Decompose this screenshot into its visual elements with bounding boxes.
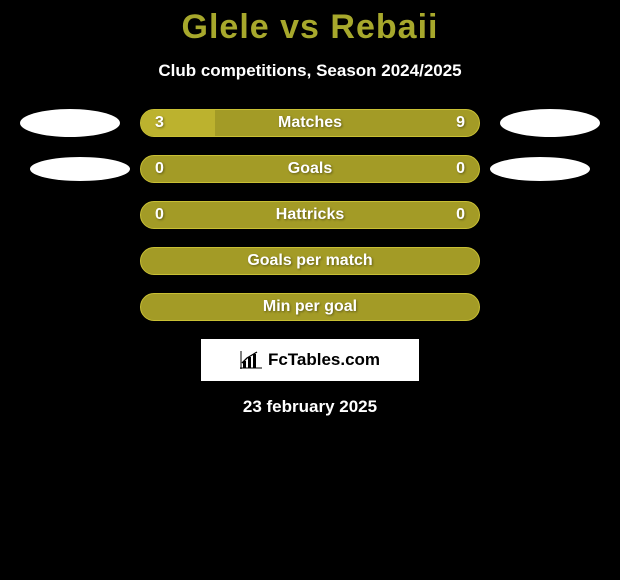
stat-value-right: 0: [456, 160, 465, 178]
stat-bar: Goals 0 0: [140, 155, 480, 183]
stat-value-right: 9: [456, 114, 465, 132]
brand-box[interactable]: FcTables.com: [201, 339, 419, 381]
stat-label: Hattricks: [276, 206, 344, 224]
stat-value-left: 0: [155, 160, 164, 178]
subtitle: Club competitions, Season 2024/2025: [0, 61, 620, 81]
stat-bar: Hattricks 0 0: [140, 201, 480, 229]
stat-bar: Goals per match: [140, 247, 480, 275]
stat-row: Goals per match: [0, 247, 620, 275]
page-title: Glele vs Rebaii: [0, 0, 620, 47]
team-badge-right: [500, 109, 600, 137]
comparison-card: Glele vs Rebaii Club competitions, Seaso…: [0, 0, 620, 580]
stat-bar: Matches 3 9: [140, 109, 480, 137]
stat-row: Matches 3 9: [0, 109, 620, 137]
stat-row: Goals 0 0: [0, 155, 620, 183]
stat-row: Hattricks 0 0: [0, 201, 620, 229]
stat-label: Min per goal: [263, 298, 357, 316]
player-left-name: Glele: [182, 8, 270, 46]
stat-row: Min per goal: [0, 293, 620, 321]
stats-rows: Matches 3 9 Goals 0 0 Hattricks 0 0 Goals per mat…: [0, 109, 620, 321]
snapshot-date: 23 february 2025: [0, 397, 620, 417]
stat-value-left: 0: [155, 206, 164, 224]
team-badge-left: [30, 157, 130, 181]
stat-label: Goals per match: [247, 252, 372, 270]
brand-text: FcTables.com: [268, 350, 380, 370]
stat-label: Goals: [288, 160, 332, 178]
vs-text: vs: [280, 8, 320, 46]
team-badge-right: [490, 157, 590, 181]
stat-bar: Min per goal: [140, 293, 480, 321]
stat-bar-fill-left: [141, 110, 215, 136]
stat-value-left: 3: [155, 114, 164, 132]
player-right-name: Rebaii: [330, 8, 438, 46]
team-badge-left: [20, 109, 120, 137]
stat-label: Matches: [278, 114, 342, 132]
bar-chart-icon: [240, 351, 262, 369]
stat-value-right: 0: [456, 206, 465, 224]
